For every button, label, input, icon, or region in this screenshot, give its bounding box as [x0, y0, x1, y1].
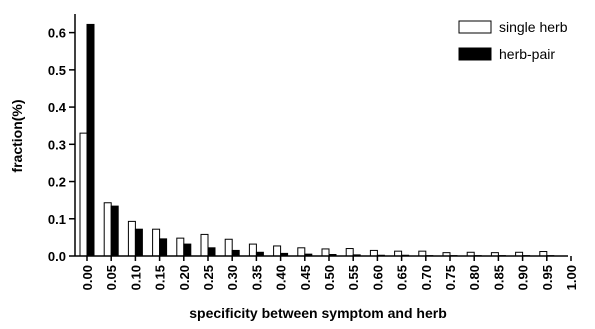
bar-herb-pair-0-25: [208, 248, 215, 256]
y-tick-label-0-5: 0.5: [48, 63, 66, 78]
y-ticks: 0.0 0.1 0.2 0.3 0.4 0.5 0.6: [48, 26, 75, 264]
legend: single herb herb-pair: [459, 19, 568, 62]
bar-single-herb-0-20: [177, 238, 184, 256]
x-tick-label-0-35: 0.35: [249, 265, 264, 290]
x-tick-label-0-50: 0.50: [322, 265, 337, 290]
x-tick-label-0-90: 0.90: [516, 265, 531, 290]
bar-single-herb-0-25: [201, 234, 208, 256]
y-tick-label-0-1: 0.1: [48, 212, 66, 227]
bar-single-herb-0-05: [104, 203, 111, 256]
legend-swatch-herb-pair: [459, 48, 491, 60]
x-tick-label-0-75: 0.75: [443, 265, 458, 290]
bar-herb-pair-0-30: [232, 250, 239, 256]
x-tick-label-0-95: 0.95: [540, 265, 555, 290]
x-ticks: 0.00 0.05 0.10 0.15 0.20 0.25 0.30 0.35 0.40 0.45…: [80, 256, 579, 290]
bar-single-herb-0-35: [249, 244, 256, 256]
x-tick-label-0-15: 0.15: [153, 265, 168, 290]
bar-single-herb-0-00: [80, 133, 87, 256]
x-tick-label-0-85: 0.85: [491, 265, 506, 290]
bar-single-herb-0-60: [370, 250, 377, 256]
y-tick-label-0-2: 0.2: [48, 175, 66, 190]
y-tick-label-0-0: 0.0: [48, 249, 66, 264]
y-tick-label-0-3: 0.3: [48, 137, 66, 152]
bar-herb-pair-0-00: [87, 24, 94, 256]
x-tick-label-0-55: 0.55: [346, 265, 361, 290]
bar-herb-pair-0-05: [111, 206, 118, 256]
x-tick-label-0-25: 0.25: [201, 265, 216, 290]
x-tick-label-0-10: 0.10: [128, 265, 143, 290]
x-tick-label-0-45: 0.45: [298, 265, 313, 290]
x-tick-label-0-05: 0.05: [104, 265, 119, 290]
x-tick-label-1-00: 1.00: [564, 265, 579, 290]
bar-herb-pair-0-20: [184, 244, 191, 256]
bar-single-herb-0-10: [128, 221, 135, 256]
bar-single-herb-0-50: [322, 249, 329, 256]
legend-label-herb-pair: herb-pair: [499, 46, 555, 62]
x-tick-label-0-65: 0.65: [395, 265, 410, 290]
bar-single-herb-0-55: [346, 249, 353, 256]
bar-single-herb-0-15: [153, 229, 160, 256]
x-tick-label-0-30: 0.30: [225, 265, 240, 290]
x-tick-label-0-20: 0.20: [177, 265, 192, 290]
bar-single-herb-0-40: [274, 246, 281, 256]
bar-herb-pair-0-10: [135, 229, 142, 256]
x-tick-label-0-00: 0.00: [80, 265, 95, 290]
x-tick-label-0-40: 0.40: [274, 265, 289, 290]
bar-herb-pair-0-15: [160, 239, 167, 256]
y-tick-label-0-4: 0.4: [48, 100, 67, 115]
bar-single-herb-0-45: [298, 248, 305, 256]
bar-single-herb-0-30: [225, 239, 232, 256]
x-tick-label-0-60: 0.60: [370, 265, 385, 290]
x-axis-title: specificity between symptom and herb: [189, 305, 447, 321]
x-tick-label-0-70: 0.70: [419, 265, 434, 290]
legend-swatch-single-herb: [459, 21, 491, 33]
legend-label-single-herb: single herb: [499, 19, 568, 35]
x-tick-label-0-80: 0.80: [467, 265, 482, 290]
y-tick-label-0-6: 0.6: [48, 26, 66, 41]
y-axis-title: fraction(%): [9, 99, 25, 172]
